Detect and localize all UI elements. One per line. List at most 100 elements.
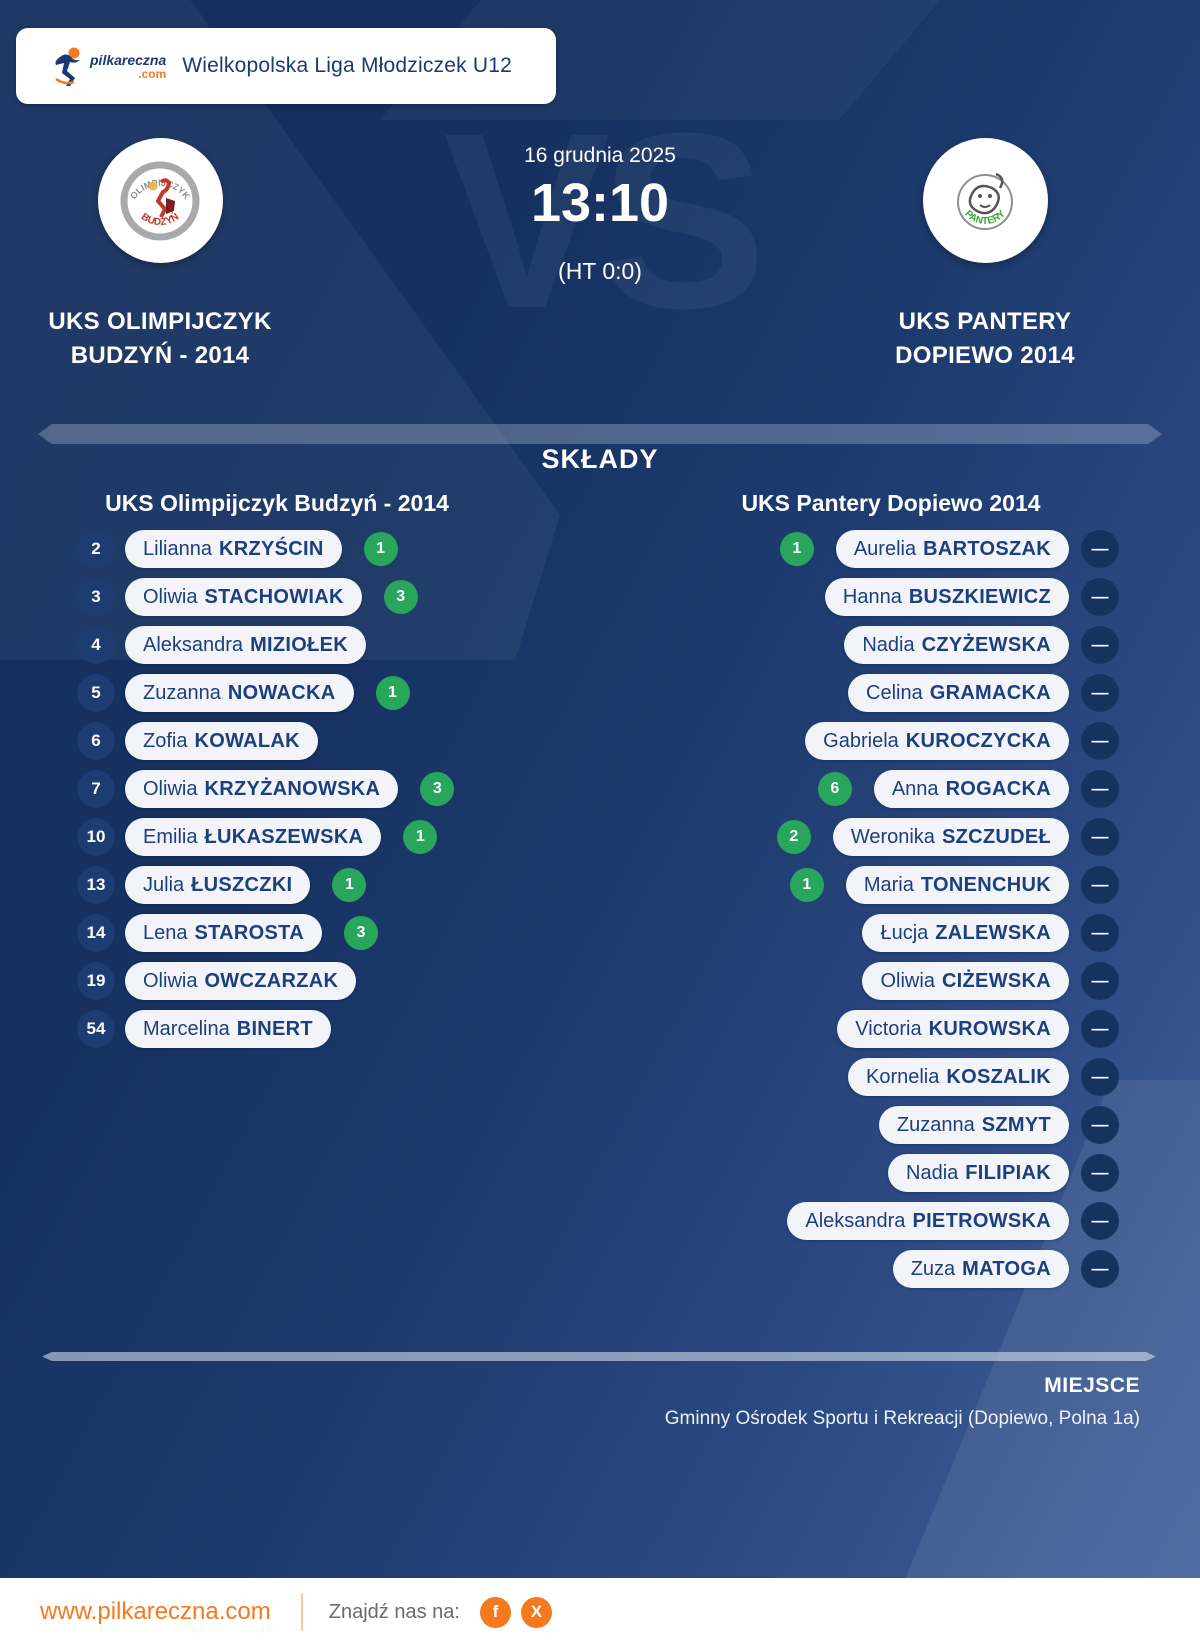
away-player-row: 2 Weronika SZCZUDEŁ — (776, 818, 1119, 856)
venue-name: Gminny Ośrodek Sportu i Rekreacji (Dopie… (664, 1408, 1140, 1429)
player-number-badge: 14 (77, 914, 115, 952)
away-team-name: UKS PANTERY DOPIEWO 2014 (895, 305, 1075, 372)
player-last-name: KUROCZYCKA (905, 729, 1051, 752)
player-last-name: SZCZUDEŁ (941, 825, 1051, 848)
away-player-row: Gabriela KUROCZYCKA — (805, 722, 1119, 760)
player-name-pill: Anna ROGACKA (873, 770, 1069, 808)
home-player-row: 3 Oliwia STACHOWIAK 3 (77, 578, 418, 616)
player-first-name: Julia (143, 873, 185, 896)
home-roster: 2 Lilianna KRZYŚCIN 1 3 Oliwia STACHOWIA… (77, 530, 455, 1048)
section-divider-top (38, 424, 1162, 444)
player-number-badge: 7 (77, 770, 115, 808)
player-name-pill: Marcelina BINERT (125, 1010, 331, 1048)
away-player-row: 1 Maria TONENCHUK — (789, 866, 1119, 904)
player-number-dash-badge: — (1081, 722, 1119, 760)
home-team-name-line2: BUDZYŃ - 2014 (70, 341, 250, 369)
player-first-name: Aleksandra (143, 633, 244, 656)
away-player-row: Aleksandra PIETROWSKA — (787, 1202, 1119, 1240)
x-icon[interactable]: X (520, 1596, 552, 1628)
goal-count-badge: 1 (789, 868, 824, 902)
player-first-name: Nadia (862, 633, 915, 656)
player-first-name: Emilia (143, 825, 198, 848)
match-time: 13:10 (530, 173, 670, 233)
player-number-dash-badge: — (1081, 1202, 1119, 1240)
player-first-name: Aurelia (853, 537, 917, 560)
player-first-name: Oliwia (143, 777, 198, 800)
player-name-pill: Oliwia KRZYŻANOWSKA (125, 770, 399, 808)
player-last-name: MATOGA (962, 1257, 1051, 1280)
player-first-name: Aleksandra (805, 1209, 906, 1232)
player-name-pill: Łucja ZALEWSKA (862, 914, 1069, 952)
pilkareczna-brand: pilkareczna .com (50, 45, 166, 87)
player-name-pill: Zuzanna SZMYT (878, 1106, 1069, 1144)
away-player-row: Victoria KUROWSKA — (837, 1010, 1119, 1048)
player-name-pill: Emilia ŁUKASZEWSKA (125, 818, 382, 856)
player-number-badge: 6 (77, 722, 115, 760)
player-first-name: Zuzanna (143, 681, 221, 704)
player-first-name: Gabriela (823, 729, 899, 752)
goal-count-badge: 1 (779, 532, 814, 566)
site-url-link[interactable]: www.pilkareczna.com (40, 1598, 271, 1625)
player-first-name: Zuza (910, 1257, 956, 1280)
pilkareczna-logo-icon (55, 47, 80, 86)
halftime-score: (HT 0:0) (558, 258, 642, 284)
player-last-name: BARTOSZAK (923, 537, 1051, 560)
goal-count-badge: 3 (383, 580, 418, 614)
player-last-name: FILIPIAK (965, 1161, 1051, 1184)
player-last-name: ROGACKA (945, 777, 1051, 800)
player-first-name: Celina (866, 681, 923, 704)
venue-label: MIEJSCE (1044, 1374, 1140, 1397)
home-team-name: UKS OLIMPIJCZYK BUDZYŃ - 2014 (48, 305, 271, 372)
player-last-name: NOWACKA (227, 681, 336, 704)
player-first-name: Łucja (880, 921, 929, 944)
away-player-row: 1 Aurelia BARTOSZAK — (779, 530, 1119, 568)
player-name-pill: Aurelia BARTOSZAK (835, 530, 1069, 568)
facebook-icon[interactable]: f (479, 1596, 511, 1628)
player-name-pill: Julia ŁUSZCZKI (125, 866, 311, 904)
home-team-logo-circle: OLIMPIJCZYK BUDZYŃ (97, 138, 223, 263)
home-player-row: 7 Oliwia KRZYŻANOWSKA 3 (77, 770, 455, 808)
away-player-row: Kornelia KOSZALIK — (847, 1058, 1119, 1096)
player-name-pill: Maria TONENCHUK (845, 866, 1069, 904)
player-name-pill: Lena STAROSTA (125, 914, 322, 952)
home-lineup-header: UKS Olimpijczyk Budzyń - 2014 (105, 490, 449, 516)
player-last-name: ŁUKASZEWSKA (204, 825, 364, 848)
player-name-pill: Lilianna KRZYŚCIN (125, 530, 342, 568)
goal-count-badge: 2 (776, 820, 811, 854)
player-name-pill: Oliwia STACHOWIAK (125, 578, 362, 616)
section-divider-bottom (42, 1352, 1156, 1361)
goal-count-badge: 1 (375, 676, 410, 710)
home-player-row: 6 Zofia KOWALAK (77, 722, 318, 760)
player-first-name: Marcelina (143, 1017, 230, 1040)
player-last-name: MIZIOŁEK (250, 633, 349, 656)
player-last-name: CIŻEWSKA (941, 969, 1051, 992)
svg-text:PANTERY: PANTERY (962, 208, 1008, 227)
away-player-row: Zuza MATOGA — (892, 1250, 1119, 1288)
social-icons: f X (479, 1596, 552, 1628)
player-number-badge: 3 (77, 578, 115, 616)
goal-count-badge: 1 (363, 532, 398, 566)
player-number-badge: 19 (77, 962, 115, 1000)
goal-count-badge: 6 (817, 772, 852, 806)
player-last-name: SZMYT (981, 1113, 1051, 1136)
player-first-name: Oliwia (143, 969, 198, 992)
lineups-title: SKŁADY (541, 444, 659, 474)
player-first-name: Victoria (855, 1017, 922, 1040)
player-number-dash-badge: — (1081, 1010, 1119, 1048)
player-name-pill: Zuza MATOGA (892, 1250, 1069, 1288)
player-name-pill: Weronika SZCZUDEŁ (832, 818, 1069, 856)
player-name-pill: Hanna BUSZKIEWICZ (824, 578, 1069, 616)
player-last-name: GRAMACKA (929, 681, 1051, 704)
player-last-name: ZALEWSKA (935, 921, 1051, 944)
league-title: Wielkopolska Liga Młodziczek U12 (182, 54, 512, 77)
player-number-badge: 10 (77, 818, 115, 856)
player-number-dash-badge: — (1081, 866, 1119, 904)
footer-separator (300, 1593, 303, 1631)
league-header-card: pilkareczna .com Wielkopolska Liga Młodz… (16, 28, 556, 104)
home-player-row: 19 Oliwia OWCZARZAK (77, 962, 357, 1000)
vs-watermark: VS (443, 81, 767, 360)
player-number-dash-badge: — (1081, 770, 1119, 808)
player-first-name: Nadia (906, 1161, 959, 1184)
away-player-row: Celina GRAMACKA — (848, 674, 1119, 712)
